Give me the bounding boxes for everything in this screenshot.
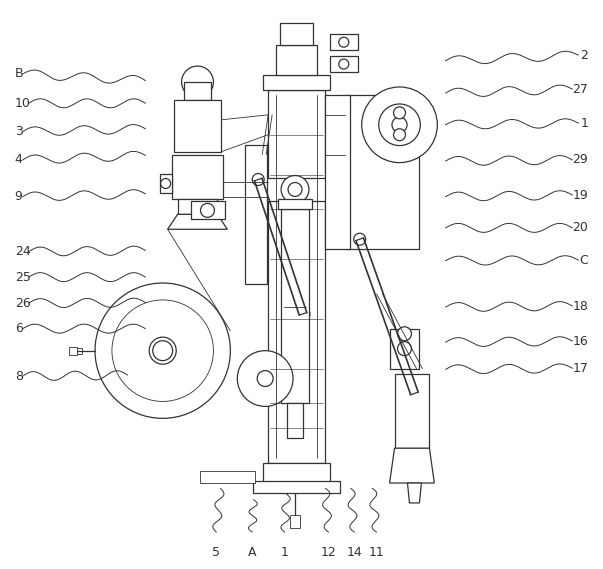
Text: 20: 20 bbox=[572, 221, 589, 234]
Bar bbox=[77, 348, 82, 354]
Text: 17: 17 bbox=[572, 362, 589, 375]
Text: 11: 11 bbox=[368, 546, 384, 559]
Text: 19: 19 bbox=[573, 188, 589, 201]
Circle shape bbox=[394, 107, 405, 119]
Bar bbox=[345, 95, 420, 249]
Bar bbox=[160, 174, 172, 193]
Bar bbox=[325, 95, 350, 249]
Polygon shape bbox=[168, 215, 227, 229]
Bar bbox=[263, 75, 330, 90]
Circle shape bbox=[182, 66, 213, 98]
Bar bbox=[330, 34, 358, 50]
Circle shape bbox=[112, 300, 213, 401]
Bar bbox=[245, 145, 267, 284]
Text: 8: 8 bbox=[14, 370, 23, 383]
Circle shape bbox=[354, 233, 365, 245]
Text: B: B bbox=[14, 67, 24, 80]
Circle shape bbox=[160, 179, 171, 188]
Circle shape bbox=[257, 370, 273, 386]
Text: 9: 9 bbox=[14, 190, 22, 203]
Text: 18: 18 bbox=[572, 299, 589, 312]
Circle shape bbox=[281, 175, 309, 203]
Bar bbox=[174, 100, 221, 152]
Bar bbox=[394, 374, 429, 448]
Circle shape bbox=[397, 342, 411, 356]
Text: 2: 2 bbox=[581, 49, 589, 61]
Bar bbox=[172, 155, 223, 199]
Bar bbox=[287, 403, 303, 438]
Circle shape bbox=[238, 351, 293, 406]
Bar bbox=[250, 178, 343, 201]
Text: 25: 25 bbox=[14, 271, 31, 283]
Text: C: C bbox=[579, 254, 589, 267]
Bar bbox=[280, 23, 313, 45]
Circle shape bbox=[379, 104, 420, 146]
Text: 4: 4 bbox=[14, 154, 22, 166]
Text: 6: 6 bbox=[14, 322, 22, 335]
Text: 27: 27 bbox=[572, 83, 589, 96]
Text: 12: 12 bbox=[321, 546, 336, 559]
Bar bbox=[268, 90, 325, 463]
Bar bbox=[330, 56, 358, 72]
Text: 5: 5 bbox=[212, 546, 220, 559]
Polygon shape bbox=[390, 448, 434, 483]
Text: 1: 1 bbox=[281, 546, 289, 559]
Bar bbox=[281, 209, 309, 403]
Text: 16: 16 bbox=[573, 335, 589, 348]
Text: A: A bbox=[248, 546, 256, 559]
Circle shape bbox=[149, 337, 176, 364]
Bar bbox=[390, 329, 420, 369]
Circle shape bbox=[252, 174, 264, 185]
Circle shape bbox=[339, 37, 349, 47]
Bar bbox=[178, 199, 218, 215]
Bar bbox=[278, 199, 312, 209]
Circle shape bbox=[296, 307, 310, 321]
Circle shape bbox=[339, 59, 349, 69]
Bar bbox=[183, 82, 212, 100]
Text: 1: 1 bbox=[581, 117, 589, 130]
Circle shape bbox=[95, 283, 230, 418]
Bar bbox=[253, 481, 340, 493]
Circle shape bbox=[397, 327, 411, 341]
Circle shape bbox=[288, 183, 302, 196]
Circle shape bbox=[392, 117, 407, 133]
Text: 24: 24 bbox=[14, 245, 30, 258]
Text: 14: 14 bbox=[347, 546, 362, 559]
Bar bbox=[276, 45, 317, 75]
Bar bbox=[200, 471, 255, 483]
Text: 26: 26 bbox=[14, 296, 30, 310]
Bar bbox=[69, 347, 77, 354]
Polygon shape bbox=[408, 483, 421, 503]
Bar bbox=[263, 463, 330, 483]
Circle shape bbox=[362, 87, 437, 163]
Text: 3: 3 bbox=[14, 125, 22, 138]
Text: 29: 29 bbox=[573, 154, 589, 166]
Circle shape bbox=[153, 341, 172, 361]
Circle shape bbox=[200, 203, 215, 217]
Text: 10: 10 bbox=[14, 97, 31, 110]
Bar bbox=[290, 515, 300, 528]
Circle shape bbox=[408, 386, 421, 401]
Circle shape bbox=[394, 129, 405, 141]
Bar bbox=[191, 201, 226, 219]
